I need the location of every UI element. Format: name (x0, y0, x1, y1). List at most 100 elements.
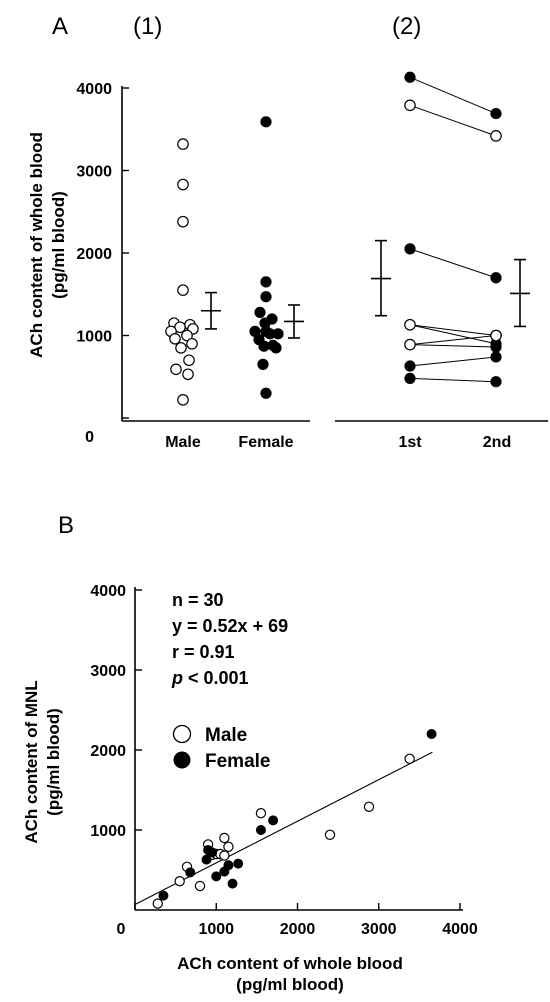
b-stat-p-rest: < 0.001 (183, 668, 249, 688)
a1-xtick-male: Male (165, 434, 201, 451)
b-stat-p: p < 0.001 (171, 668, 249, 688)
b-point-male (255, 808, 267, 819)
b-xtick-label: 1000 (198, 921, 234, 938)
a1-point-male (186, 337, 198, 350)
a1-ytick-label: 1000 (76, 329, 112, 346)
subpanel-2-label: (2) (392, 13, 421, 40)
b-xtick-label: 2000 (280, 921, 316, 938)
a1-xtick-female: Female (238, 434, 293, 451)
legend-male-label: Male (205, 725, 247, 746)
a2-point-2nd (490, 130, 502, 142)
legend-female-label: Female (205, 751, 270, 772)
a1-ytick-label: 0 (85, 429, 94, 446)
b-ytick-label: 1000 (90, 823, 126, 840)
b-ytick-label: 2000 (90, 743, 126, 760)
a1-ytick-label: 3000 (76, 164, 112, 181)
a1-point-male (177, 394, 189, 406)
panel-b-label: B (58, 512, 74, 539)
a2-pair-line (409, 324, 497, 336)
b-xlabel-line2: (pg/ml blood) (236, 975, 344, 994)
b-ylabel-line1: ACh content of MNL (22, 680, 41, 843)
a2-point-2nd (490, 107, 502, 120)
b-stat-equation: y = 0.52x + 69 (172, 616, 288, 636)
a1-point-female (260, 291, 272, 303)
a1-point-female (258, 340, 270, 352)
b-point-female (223, 860, 234, 871)
a1-ytick-label: 4000 (76, 81, 112, 98)
a2-pair-line (409, 344, 497, 348)
a1-point-male (182, 368, 194, 381)
a2-point-2nd (490, 341, 502, 353)
b-point-male (174, 876, 185, 887)
a2-point-1st (404, 318, 416, 331)
a2-point-2nd (490, 272, 502, 284)
b-stat-n: n = 30 (172, 590, 224, 610)
a2-xtick-2nd: 2nd (483, 434, 511, 451)
chart-a2: 1st 2nd (335, 71, 548, 451)
a2-point-1st (404, 338, 416, 351)
a1-point-male (183, 354, 195, 367)
b-xlabel-line1: ACh content of whole blood (177, 954, 403, 973)
a2-point-2nd (490, 376, 502, 388)
a1-point-male (177, 284, 189, 296)
b-point-female (227, 878, 238, 889)
a2-pair-line (409, 76, 497, 115)
a1-point-male (169, 332, 181, 345)
b-xtick-label: 0 (117, 921, 126, 938)
a1-point-female (270, 342, 282, 354)
b-point-male (152, 898, 163, 909)
chart-b: ACh content of MNL (pg/ml blood) ACh con… (22, 583, 478, 994)
a1-point-female (254, 306, 266, 318)
a2-pair-line (409, 248, 497, 279)
b-stat-p-italic: p (171, 668, 183, 688)
b-point-male (324, 829, 336, 841)
b-xtick-label: 3000 (361, 921, 397, 938)
b-xtick-label: 4000 (442, 921, 478, 938)
a1-point-female (257, 358, 269, 370)
a2-point-1st (404, 243, 416, 255)
a2-point-2nd (490, 329, 502, 342)
a1-point-male (175, 342, 187, 354)
a2-point-1st (404, 71, 416, 83)
b-point-male (404, 753, 415, 765)
b-point-female (207, 847, 218, 858)
legend-male-marker (172, 724, 192, 744)
a2-point-1st (404, 360, 416, 372)
a2-pair-line (409, 324, 497, 345)
a1-point-male (170, 363, 182, 376)
b-point-female (201, 854, 212, 865)
b-ytick-label: 3000 (90, 663, 126, 680)
b-point-male (219, 850, 230, 861)
a2-xtick-1st: 1st (398, 434, 422, 451)
a2-point-1st (404, 99, 416, 112)
a1-point-female (260, 116, 272, 128)
b-point-female (233, 858, 244, 869)
a2-pair-line (409, 356, 497, 367)
chart-a1: ACh content of whole blood (pg/ml blood)… (27, 81, 310, 451)
b-point-male (223, 841, 234, 853)
a1-point-female (260, 387, 272, 399)
a2-point-2nd (490, 351, 502, 363)
b-point-male (194, 880, 206, 892)
b-point-female (255, 825, 266, 836)
b-ylabel-line2: (pg/ml blood) (44, 708, 63, 816)
a2-point-1st (404, 372, 416, 384)
a1-point-male (177, 138, 189, 150)
a2-pair-line (409, 377, 497, 383)
b-point-female (268, 815, 279, 826)
a1-ytick-label: 2000 (76, 246, 112, 263)
a1-point-female (260, 276, 272, 288)
a2-pair-line (409, 335, 497, 346)
a1-point-male (177, 178, 189, 191)
b-point-female (185, 867, 196, 878)
b-ytick-label: 4000 (90, 583, 126, 600)
b-point-female (426, 729, 437, 740)
subpanel-1-label: (1) (133, 13, 162, 40)
legend-female-marker (173, 751, 191, 769)
a2-pair-line (409, 104, 497, 137)
a1-point-male (181, 329, 193, 342)
a1-point-male (177, 215, 189, 228)
b-point-male (219, 832, 230, 844)
b-point-female (158, 890, 169, 901)
